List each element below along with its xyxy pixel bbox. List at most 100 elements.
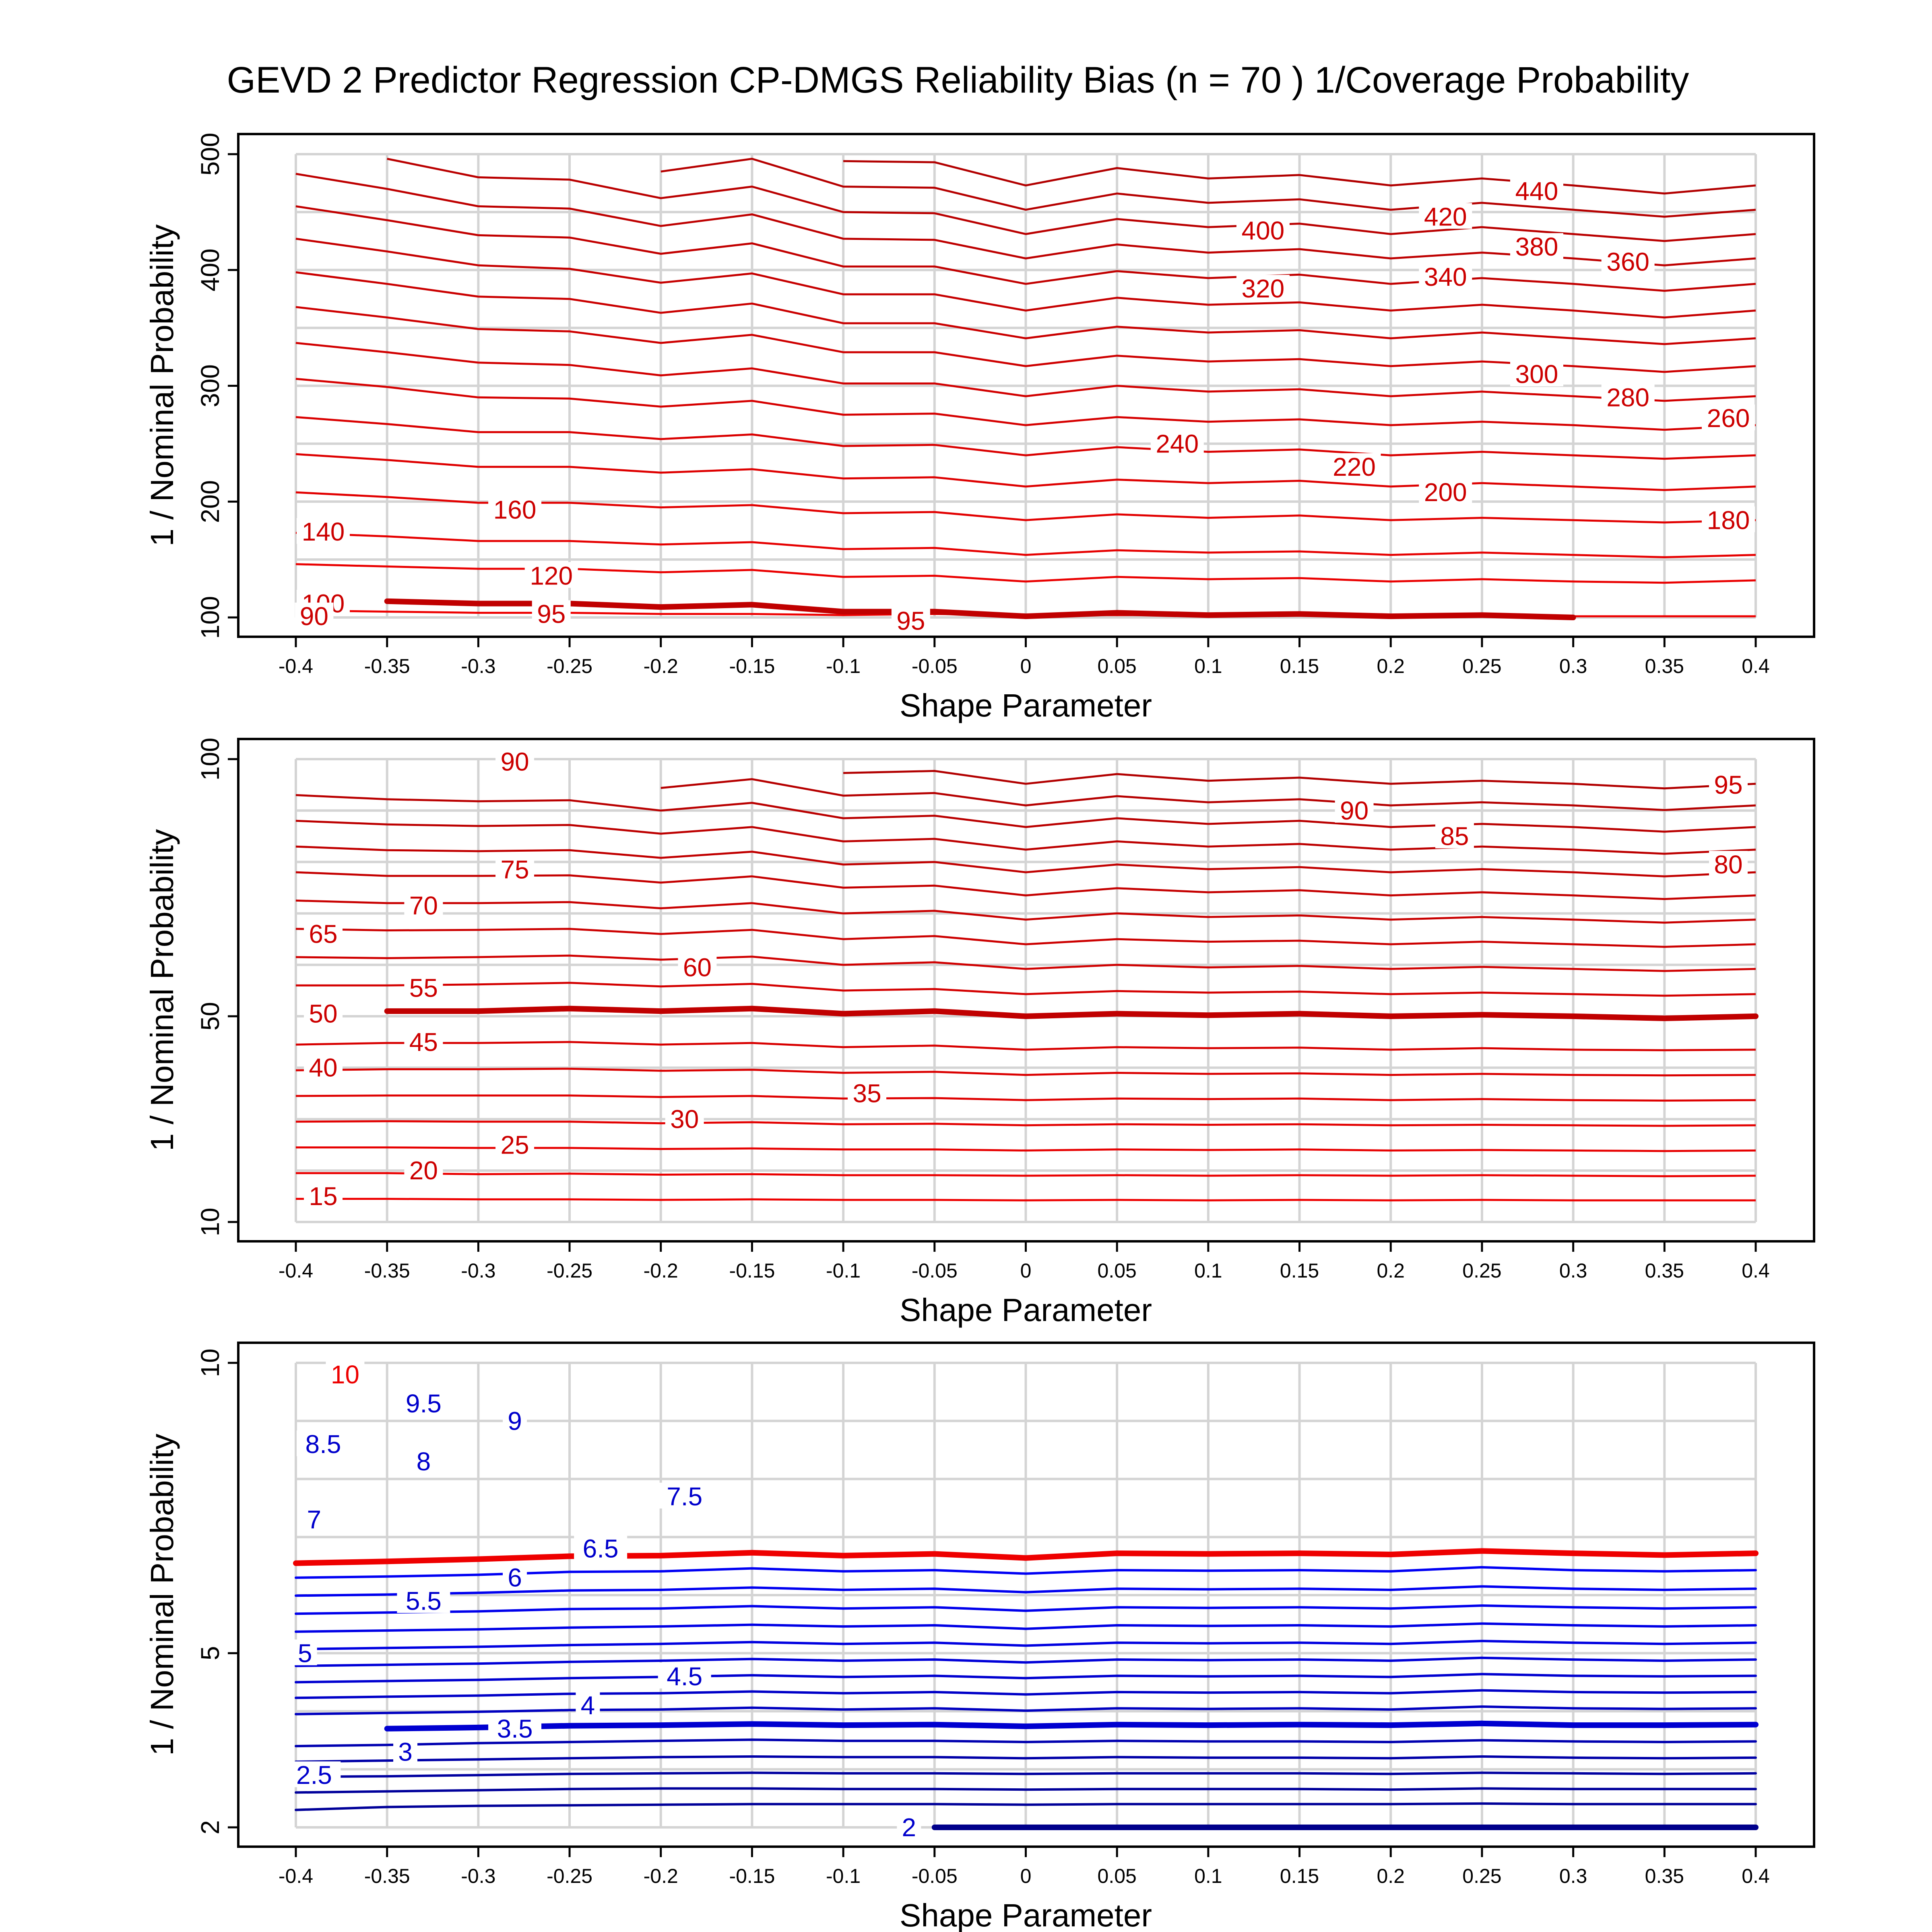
x-tick-label: 0.15 [1280,1865,1319,1887]
contour-label-bg [287,1761,341,1788]
contour-label: 3.5 [497,1714,533,1743]
contour-line [295,1738,1757,1748]
contour-label-bg [1419,263,1472,289]
x-tick-label: 0.25 [1462,1865,1501,1887]
panel-3: 109.598.587.576.565.554.543.532.52-0.4 -0… [144,1342,1815,1932]
x-tick-label: 0.3 [1559,1259,1587,1282]
contour-line [661,778,1756,811]
x-tick-label: -0.05 [912,1865,958,1887]
contour-label: 30 [670,1104,699,1133]
contour-label-bg [1435,822,1474,848]
y-tick-label: 2 [196,1820,225,1835]
contour-label-bg [411,1448,436,1474]
x-tick-label: 0.15 [1280,655,1319,677]
panel-1: 4404204003803603403203002802602402202001… [144,133,1815,723]
contour-line [296,1198,1756,1201]
contour-line [295,1604,1757,1615]
contour-label: 95 [1714,770,1742,799]
contour-label-bg [1236,275,1290,301]
x-tick-label: -0.35 [364,1259,410,1282]
contour-line [295,1673,1757,1684]
contour-label: 420 [1424,202,1467,231]
contour-label-bg [503,1407,527,1433]
contour-label-bg [404,1157,443,1183]
contour-label-bg [304,1183,343,1209]
contour-label-bg [1510,360,1563,386]
contour-line [295,1689,1757,1699]
contour-line [295,1755,1757,1763]
contour-label: 25 [500,1130,529,1159]
contour-label-bg [397,1587,450,1613]
contour-label: 6 [508,1563,522,1592]
contour-label-bg [302,1506,326,1532]
x-tick-label: -0.1 [826,655,861,677]
contour-label-bg [1236,217,1290,243]
contour-label: 120 [530,561,573,590]
contour-label: 3 [398,1737,413,1766]
contour-label: 140 [302,517,345,546]
contour-label: 35 [852,1079,881,1108]
contour-label: 300 [1515,360,1558,389]
y-tick-label: 100 [196,738,225,781]
x-tick-label: -0.4 [279,1259,313,1282]
contour-label: 90 [300,602,328,631]
x-tick-label: -0.1 [826,1259,861,1282]
contour-label: 8 [417,1447,431,1476]
contour-line [295,1094,1756,1102]
x-tick-label: 0.05 [1098,1865,1137,1887]
x-tick-label: 0.35 [1645,1865,1684,1887]
contour-label-bg [1709,850,1748,877]
contour-label-bg [665,1105,704,1131]
contour-line [295,899,1756,924]
y-axis: 100 200 300 400 500 1 / Nominal Probability [144,133,238,639]
contour-label: 15 [309,1182,337,1211]
contour-label: 400 [1241,216,1284,245]
contour-label-bg [1419,479,1472,505]
contour-label-bg [393,1738,418,1764]
x-tick-label: -0.1 [826,1865,861,1887]
x-tick-label: -0.3 [461,1259,495,1282]
contour-line [295,1566,1757,1579]
contour-line [295,205,1756,292]
contour-label-bg [297,1430,350,1456]
contour-line [295,1041,1756,1051]
x-tick-label: -0.05 [912,655,958,677]
contour-line [295,1787,1757,1794]
contour-line [295,532,1756,558]
contour-line [295,1120,1756,1127]
contour-line [661,158,1756,218]
contour-line [295,1705,1757,1715]
contour-label-bg [1419,203,1472,229]
contour-line [296,1172,1756,1177]
contour-line [295,1656,1757,1667]
x-tick-label: 0.2 [1377,1259,1405,1282]
contour-label-bg [1150,430,1204,456]
x-axis: -0.4 -0.35 -0.3 -0.25 -0.2 -0.15 -0.1 -0.05 0 0.0… [279,637,1770,723]
contour-line [295,1771,1757,1778]
x-axis: -0.4 -0.35 -0.3 -0.25 -0.2 -0.15 -0.1 -0.05 0 0.0… [279,1847,1770,1932]
contour-line [295,237,1756,319]
x-tick-label: 0 [1020,1865,1032,1887]
x-axis-title: Shape Parameter [900,1897,1152,1932]
y-tick-label: 5 [196,1646,225,1660]
contour-labels: 90 95 90 85 80 75 70 65 60 55 50 45 40 35 30 25 20 15 [304,747,1748,1211]
contour-label: 2 [902,1813,916,1842]
contour-label: 45 [409,1028,438,1057]
contour-label-bg [891,607,930,633]
contour-labels: 440 420 400 380 360 340 320 300 280 260 240 220 200 1… [295,177,1755,636]
x-tick-label: -0.25 [547,1259,592,1282]
contour-line [295,1585,1757,1597]
contour-line [295,1802,1757,1811]
contour-label-bg [576,1692,600,1718]
y-tick-label: 500 [196,133,225,176]
x-axis: -0.4 -0.35 -0.3 -0.25 -0.2 -0.15 -0.1 -0.05 0 0.0… [279,1241,1770,1328]
x-tick-label: 0.35 [1645,1259,1684,1282]
contour-label-bg [658,1662,711,1688]
x-tick-label: 0.1 [1194,1259,1222,1282]
contour-label: 7.5 [667,1482,702,1511]
y-tick-label: 200 [196,480,225,523]
contour-label-bg [304,1000,343,1026]
x-tick-label: 0.2 [1377,655,1405,677]
x-tick-label: -0.2 [644,1259,678,1282]
